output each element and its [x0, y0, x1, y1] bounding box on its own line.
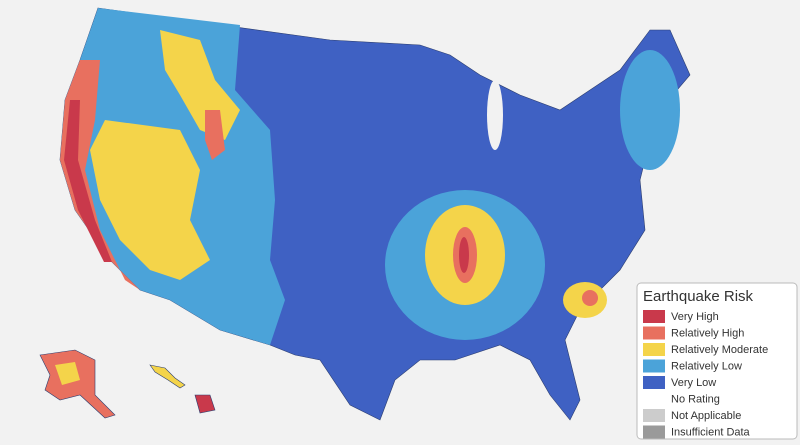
legend-label: No Rating	[671, 393, 720, 405]
carolina-high	[582, 290, 598, 306]
legend-box	[636, 282, 798, 440]
legend-label: Relatively Moderate	[671, 344, 768, 356]
coast-high	[60, 60, 140, 290]
alaska-moderate	[55, 362, 80, 385]
legend-swatch	[643, 359, 665, 373]
hawaii	[194, 394, 216, 414]
legend-label: Insufficient Data	[671, 426, 751, 438]
legend-swatch	[643, 343, 665, 356]
legend-swatch	[643, 409, 665, 422]
legend: Earthquake Risk Very High Relatively High…	[636, 282, 798, 440]
legend-label: Relatively Low	[671, 360, 742, 372]
legend-swatch	[643, 326, 665, 340]
legend-swatch	[643, 376, 665, 389]
alaska-hawaii	[39, 349, 216, 419]
legend-label: Relatively High	[671, 327, 744, 339]
legend-swatch	[643, 425, 665, 439]
legend-label: Very High	[671, 311, 719, 323]
legend-label: Very Low	[671, 377, 716, 389]
legend-label: Not Applicable	[671, 410, 741, 422]
madrid-very-high	[459, 237, 469, 273]
legend-swatch	[643, 310, 665, 323]
west-moderate-zone	[90, 120, 210, 280]
wasatch-high	[205, 110, 225, 160]
coast-very-high	[64, 100, 112, 262]
us-map	[59, 7, 691, 421]
northeast-low	[620, 50, 680, 170]
legend-swatch	[643, 392, 665, 406]
legend-title: Earthquake Risk	[643, 288, 754, 305]
hawaii-islands	[149, 364, 186, 389]
great-lake	[487, 80, 503, 150]
